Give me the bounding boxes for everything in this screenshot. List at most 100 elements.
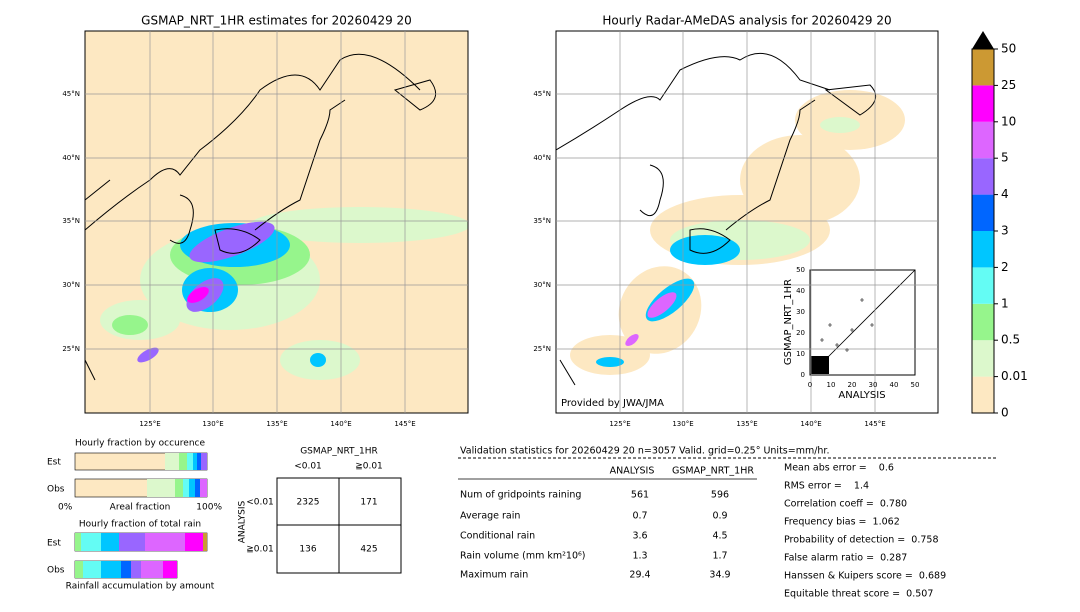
inset-x-label: ANALYSIS — [838, 390, 885, 401]
colorbar-label: 3 — [1001, 224, 1009, 238]
inset-y-tick: 10 — [796, 350, 805, 358]
inset-x-tick: 40 — [890, 381, 899, 389]
map-title: Hourly Radar-AMeDAS analysis for 2026042… — [602, 14, 891, 28]
row-label: ≧0.01 — [246, 545, 274, 555]
stat-value: 0.9 — [712, 511, 727, 522]
score: Equitable threat score = 0.507 — [784, 589, 933, 600]
inset-y-tick: 0 — [801, 371, 805, 379]
stat-value: 561 — [631, 490, 649, 501]
axis-label: 100% — [196, 503, 222, 513]
colorbar-segment — [972, 121, 994, 159]
axis-label: 0% — [58, 503, 73, 513]
score: False alarm ratio = 0.287 — [784, 553, 907, 564]
lat-label: 25°N — [533, 345, 551, 353]
colorbar-label: 5 — [1001, 151, 1009, 165]
colorbar-label: 50 — [1001, 42, 1016, 56]
inset-y-tick: 50 — [796, 266, 805, 274]
colorbar-segment — [972, 267, 994, 304]
score: Probability of detection = 0.758 — [784, 535, 939, 546]
lon-label: 145°E — [864, 420, 885, 428]
row-axis-label: ANALYSIS — [238, 500, 248, 543]
colorbar-label: 4 — [1001, 187, 1009, 201]
lon-label: 145°E — [394, 420, 415, 428]
inset-y-tick: 30 — [796, 308, 805, 316]
stat-value: 34.9 — [709, 570, 730, 581]
panel-title: Hourly fraction by occurence — [75, 439, 205, 449]
stat-value: 1.3 — [632, 551, 647, 562]
stat-value: 596 — [711, 490, 729, 501]
table-title: GSMAP_NRT_1HR — [300, 447, 378, 457]
colorbar-label: 10 — [1001, 114, 1016, 128]
lat-label: 35°N — [62, 217, 80, 225]
inset-x-tick: 50 — [911, 381, 920, 389]
stat-value: 0.7 — [632, 511, 647, 522]
stat-label: Maximum rain — [460, 570, 528, 581]
lon-label: 135°E — [266, 420, 287, 428]
cell-value: 425 — [360, 545, 377, 555]
lon-label: 135°E — [736, 420, 757, 428]
left-map — [85, 31, 468, 413]
colorbar-label: 1 — [1001, 296, 1009, 310]
fraction-bars — [74, 452, 208, 579]
column-label: ANALYSIS — [610, 466, 655, 477]
colorbar-segment — [972, 85, 994, 122]
stats-header: Validation statistics for 20260429 20 n=… — [460, 446, 830, 457]
lat-label: 35°N — [533, 217, 551, 225]
colorbar-label: 25 — [1001, 78, 1016, 92]
stat-label: Average rain — [460, 511, 520, 522]
colorbar-segment — [972, 194, 994, 231]
lon-label: 130°E — [672, 420, 693, 428]
colorbar-label: 0.5 — [1001, 333, 1020, 347]
lon-label: 130°E — [202, 420, 223, 428]
score: Hanssen & Kuipers score = 0.689 — [784, 571, 946, 582]
inset-x-tick: 20 — [848, 381, 857, 389]
panel-title: Hourly fraction of total rain — [79, 520, 201, 530]
colorbar-label: 0.01 — [1001, 369, 1028, 383]
colorbar-extend — [972, 31, 994, 49]
cell-value: 2325 — [297, 498, 320, 508]
inset-x-tick: 0 — [808, 381, 812, 389]
panel-footer: Rainfall accumulation by amount — [66, 582, 215, 592]
row-label: Est — [47, 458, 61, 468]
inset-y-tick: 20 — [796, 329, 805, 337]
lon-label: 125°E — [139, 420, 160, 428]
column-label: <0.01 — [294, 462, 322, 472]
colorbar — [972, 49, 994, 413]
cell-value: 136 — [299, 545, 316, 555]
column-label: ≧0.01 — [355, 462, 383, 472]
stat-label: Rain volume (mm km²10⁶) — [460, 551, 586, 562]
left-map-frame — [84, 30, 469, 414]
colorbar-segment — [972, 376, 994, 413]
credit: Provided by JWA/JMA — [561, 398, 664, 409]
stat-value: 3.6 — [632, 531, 647, 542]
stat-value: 1.7 — [712, 551, 727, 562]
colorbar-segment — [972, 158, 994, 195]
lat-label: 40°N — [62, 154, 80, 162]
inset-x-tick: 30 — [869, 381, 878, 389]
stat-value: 4.5 — [712, 531, 727, 542]
scatter-plus — [820, 298, 874, 352]
colorbar-segment — [972, 340, 994, 377]
lat-label: 40°N — [533, 154, 551, 162]
row-label: Obs — [47, 566, 65, 576]
contingency-grid — [276, 477, 402, 574]
stat-label: Conditional rain — [460, 531, 535, 542]
row-label: Obs — [47, 485, 65, 495]
axis-label: Areal fraction — [110, 503, 171, 513]
score: Mean abs error = 0.6 — [784, 463, 894, 474]
colorbar-segment — [972, 303, 994, 341]
stat-label: Num of gridpoints raining — [460, 490, 581, 501]
row-label: Est — [47, 539, 61, 549]
lat-label: 45°N — [62, 90, 80, 98]
column-label: GSMAP_NRT_1HR — [672, 466, 754, 477]
colorbar-segment — [972, 231, 994, 268]
score: Correlation coeff = 0.780 — [784, 499, 907, 510]
lat-label: 45°N — [533, 90, 551, 98]
lat-label: 25°N — [62, 345, 80, 353]
inset-x-tick: 10 — [827, 381, 836, 389]
colorbar-label: 0 — [1001, 406, 1009, 420]
scatter-points — [811, 356, 829, 374]
map-title: GSMAP_NRT_1HR estimates for 20260429 20 — [141, 14, 412, 28]
inset-y-label: GSMAP_NRT_1HR — [783, 279, 794, 365]
